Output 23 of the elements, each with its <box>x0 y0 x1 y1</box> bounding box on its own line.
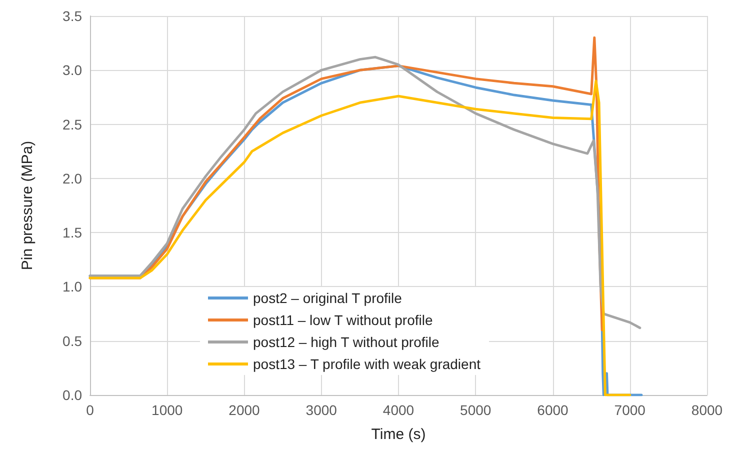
x-tick-label: 8000 <box>691 402 723 418</box>
y-tick-label: 0.5 <box>62 332 82 349</box>
x-tick-label: 5000 <box>460 402 492 418</box>
x-tick-label: 4000 <box>382 402 414 418</box>
legend-label: post12 – high T without profile <box>253 334 440 350</box>
legend-label: post13 – T profile with weak gradient <box>253 356 481 372</box>
y-tick-label: 3.5 <box>62 8 82 24</box>
x-tick-label: 7000 <box>614 402 646 418</box>
legend-label: post2 – original T profile <box>253 290 402 306</box>
x-tick-label: 3000 <box>306 402 338 418</box>
y-tick-label: 2.5 <box>62 116 82 132</box>
legend-label: post11 – low T without profile <box>253 312 433 328</box>
x-tick-label: 2000 <box>228 402 260 418</box>
y-tick-label: 1.5 <box>62 224 82 241</box>
x-tick-label: 6000 <box>537 402 569 418</box>
y-tick-label: 1.0 <box>62 278 82 295</box>
x-tick-label: 1000 <box>152 402 183 418</box>
y-axis-title: Pin pressure (MPa) <box>19 140 36 270</box>
y-tick-label: 2.0 <box>62 170 82 186</box>
y-tick-label: 0.0 <box>62 387 82 403</box>
y-tick-label: 3.0 <box>62 62 82 78</box>
x-axis-title: Time (s) <box>371 426 426 443</box>
x-tick-label: 0 <box>86 402 94 418</box>
